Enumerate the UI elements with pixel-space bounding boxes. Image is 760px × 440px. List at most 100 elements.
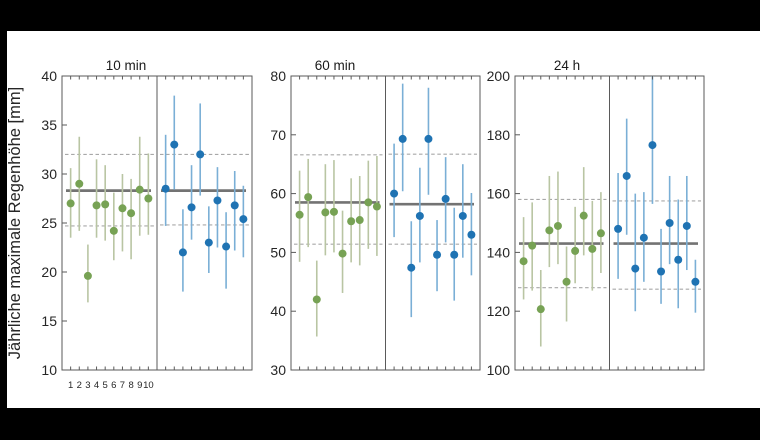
data-point [222, 242, 231, 251]
data-point [631, 264, 640, 273]
x-tick-label: 3 [85, 380, 90, 391]
y-tick-label: 80 [270, 68, 286, 84]
y-tick-label: 20 [41, 264, 57, 280]
green-group [518, 76, 607, 370]
data-point [390, 189, 399, 198]
panel-title: 24 h [554, 58, 580, 73]
y-tick-label: 160 [487, 186, 511, 202]
y-tick-label: 25 [41, 215, 57, 231]
data-point [329, 207, 338, 216]
panel-title: 60 min [315, 58, 356, 73]
data-point [639, 233, 648, 242]
y-tick-label: 70 [270, 127, 286, 143]
data-point [614, 224, 623, 233]
data-point [364, 198, 373, 207]
panel-60-min: 80 70 60 50 40 30 60 min [270, 58, 481, 378]
y-tick-label: 140 [487, 244, 511, 260]
data-point [536, 305, 545, 314]
data-point [665, 219, 674, 227]
data-point [682, 221, 691, 230]
data-point [424, 134, 433, 143]
data-point [519, 257, 528, 266]
data-point [101, 200, 110, 209]
data-point [127, 209, 136, 218]
y-tick-label: 15 [41, 313, 57, 329]
x-tick-label: 9 [137, 380, 142, 391]
x-tick-label: 6 [111, 380, 116, 391]
x-tick-label: 5 [103, 380, 108, 391]
y-tick-label: 120 [487, 303, 511, 319]
data-point [450, 250, 459, 259]
data-point [66, 199, 75, 208]
data-point [144, 194, 153, 203]
y-tick-label: 40 [41, 68, 57, 84]
data-point [213, 196, 222, 205]
data-point [295, 210, 304, 219]
data-point [338, 249, 347, 258]
y-axis-label: Jährliche maximale Regenhöhe [mm] [6, 87, 24, 359]
data-point [321, 208, 330, 217]
data-point [196, 150, 205, 159]
data-point [458, 211, 467, 220]
data-point [467, 230, 476, 239]
data-point [304, 193, 313, 202]
y-tick-label: 100 [487, 362, 511, 378]
y-tick-label: 30 [41, 166, 57, 182]
data-point [170, 140, 179, 149]
data-point [347, 217, 356, 226]
data-point [553, 221, 562, 230]
y-tick-label: 180 [487, 127, 511, 143]
data-point [75, 179, 84, 188]
data-point [239, 215, 248, 224]
data-point [588, 244, 597, 253]
data-point [83, 271, 92, 280]
green-group: 1 2 3 4 5 6 7 8 9 10 [65, 76, 154, 391]
y-tick-label: 30 [270, 362, 286, 378]
data-point [674, 255, 683, 264]
blue-group [388, 76, 477, 370]
y-tick-label: 50 [270, 244, 286, 260]
data-point [355, 216, 364, 225]
x-tick-label: 10 [143, 380, 154, 391]
data-point [571, 246, 580, 255]
data-point [528, 241, 537, 250]
blue-group [160, 76, 249, 370]
panel-24-h: 200 180 160 140 120 100 24 h [487, 58, 705, 378]
data-point [596, 229, 605, 238]
data-point [433, 250, 442, 259]
data-point [118, 204, 127, 213]
data-point [178, 248, 187, 257]
x-tick-label: 1 [68, 380, 73, 391]
y-tick-label: 35 [41, 117, 57, 133]
x-tick-label: 7 [120, 380, 125, 391]
green-group [294, 76, 383, 370]
data-point [135, 185, 144, 194]
data-point [230, 201, 239, 210]
y-tick-label: 200 [487, 68, 511, 84]
y-tick-label: 60 [270, 186, 286, 202]
data-point [648, 141, 657, 150]
data-point [562, 277, 571, 286]
data-point [398, 134, 407, 143]
data-point [312, 295, 321, 304]
data-point [415, 211, 424, 220]
data-point [407, 263, 416, 272]
data-point [622, 171, 631, 180]
data-point [545, 226, 554, 235]
blue-group [612, 76, 701, 370]
panel-title: 10 min [106, 58, 147, 73]
data-point [187, 203, 196, 212]
x-tick-label: 2 [77, 380, 82, 391]
data-point [161, 184, 170, 193]
y-tick-label: 10 [41, 362, 57, 378]
x-tick-label: 8 [128, 380, 133, 391]
data-point [691, 277, 700, 286]
y-tick-label: 40 [270, 303, 286, 319]
data-point [579, 211, 588, 220]
data-point [441, 194, 450, 203]
data-point [204, 238, 213, 247]
data-point [109, 226, 118, 235]
data-point [372, 202, 381, 211]
